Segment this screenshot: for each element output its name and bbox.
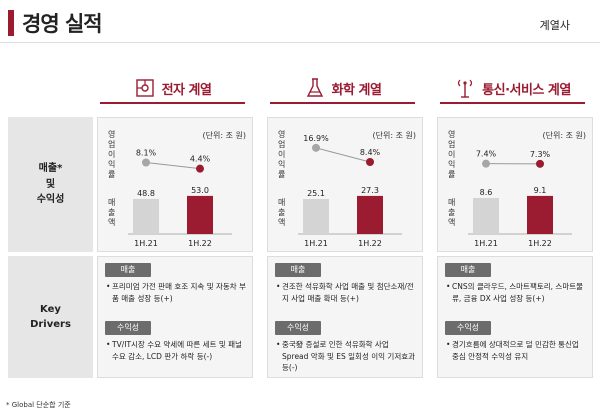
bar [303,198,329,234]
footnote: * Global 단순합 기준 [6,401,71,409]
profit-tag: 수익성 [275,321,321,335]
margin-value-label: 16.9% [303,134,329,143]
category-label: 1H.21 [134,239,158,248]
bar [473,197,499,234]
unit-label: (단위: 조 원) [202,131,246,140]
margin-axis-label: 영업이익률 [448,130,456,179]
segment-header-telecom: 통신·서비스 계열 [440,77,585,104]
margin-point [196,164,204,173]
profit-driver-text: 중국發 증설로 인한 석유화학 사업 Spread 악화 및 ES 일회성 이익… [276,339,416,374]
sales-driver-text: 프리미엄 가전 판매 호조 지속 및 자동차 부품 매출 성장 등(+) [106,281,246,304]
margin-value-label: 4.4% [190,155,211,164]
margin-axis-label: 영업이익률 [108,130,116,179]
chart-panel-chemical: 영업이익률 매출액 (단위: 조 원) 25.1 1H.21 27.3 1H.22 16… [267,117,423,252]
category-label: 1H.22 [528,239,552,248]
margin-line [145,162,201,170]
sales-driver-text: CNS의 클라우드, 스마트팩토리, 스마트물류, 금융 DX 사업 성장 등(… [446,281,586,304]
top-divider [0,42,600,43]
margin-point [312,143,320,152]
margin-value-label: 7.3% [530,150,551,159]
sales-driver-text: 견조한 석유화학 사업 매출 및 첨단소재/전지 사업 매출 확대 등(+) [276,281,416,304]
segment-underline [440,102,585,104]
margin-value-label: 7.4% [476,150,497,159]
bar [133,198,159,234]
margin-point [142,158,150,167]
sales-tag: 매출 [275,263,321,277]
segment-underline [100,102,245,104]
row-label-sales-text: 매출* 및 수익성 [36,163,65,206]
bar [187,195,213,234]
category-label: 1H.21 [474,239,498,248]
margin-value-label: 8.1% [136,149,157,158]
unit-label: (단위: 조 원) [372,131,416,140]
profit-tag: 수익성 [105,321,151,335]
category-label: 1H.22 [358,239,382,248]
bar-value-label: 48.8 [137,189,155,198]
row-label-sales: 매출* 및 수익성 [8,117,93,252]
antenna-icon [458,79,473,98]
margin-point [482,159,490,168]
category-label: 1H.22 [188,239,212,248]
electronics-icon [135,79,154,97]
bar [357,195,383,234]
drivers-panel-chemical: 매출 견조한 석유화학 사업 매출 및 첨단소재/전지 사업 매출 확대 등(+… [267,256,423,378]
chart-panel-electronics: 영업이익률 매출액 (단위: 조 원) 48.8 1H.21 53.0 1H.22 8.… [97,117,253,252]
segment-header-electronics: 전자 계열 [100,77,245,104]
bar-value-label: 9.1 [534,186,547,195]
margin-point [536,159,544,168]
margin-value-label: 8.4% [360,148,381,157]
title-accent-bar [8,10,14,36]
bar-value-label: 25.1 [307,189,325,198]
margin-axis-label: 영업이익률 [278,130,286,179]
unit-label: (단위: 조 원) [542,131,586,140]
bar-value-label: 8.6 [480,188,493,197]
sales-axis-label: 매출액 [448,198,456,227]
segment-underline [270,102,415,104]
bar-value-label: 27.3 [361,186,379,195]
margin-point [366,158,374,166]
chart-panel-telecom: 영업이익률 매출액 (단위: 조 원) 8.6 1H.21 9.1 1H.22 7.4%… [437,117,593,252]
row-label-drivers: Key Drivers [8,256,93,378]
profit-tag: 수익성 [445,321,491,335]
drivers-panel-electronics: 매출 프리미엄 가전 판매 호조 지속 및 자동차 부품 매출 성장 등(+) … [97,256,253,378]
segment-name: 화학 계열 [331,82,382,98]
profit-driver-text: TV/IT시장 수요 약세에 따른 세트 및 패널 수요 감소, LCD 판가 … [106,339,246,362]
category-label: 1H.21 [304,239,328,248]
chart-svg: 8.6 1H.21 9.1 1H.22 7.4% 7.3% [468,150,572,248]
sales-axis-label: 매출액 [108,198,116,227]
flask-icon [306,78,323,97]
bar [527,195,553,234]
bar-value-label: 53.0 [191,186,209,195]
sales-tag: 매출 [445,263,491,277]
segment-name: 전자 계열 [161,82,212,98]
segment-header-chemical: 화학 계열 [270,77,415,104]
chart-svg: 48.8 1H.21 53.0 1H.22 8.1% 4.4% [128,149,232,248]
row-label-drivers-text: Key Drivers [30,303,71,331]
affiliates-label: 계열사 [539,19,570,32]
page-title: 경영 실적 [22,12,103,36]
margin-line [315,147,371,163]
sales-tag: 매출 [105,263,151,277]
profit-driver-text: 경기흐름에 상대적으로 덜 민감한 통신업 중심 안정적 수익성 유지 [446,339,586,362]
segment-name: 통신·서비스 계열 [482,82,571,98]
sales-axis-label: 매출액 [278,198,286,227]
drivers-panel-telecom: 매출 CNS의 클라우드, 스마트팩토리, 스마트물류, 금융 DX 사업 성장… [437,256,593,378]
chart-svg: 25.1 1H.21 27.3 1H.22 16.9% 8.4% [298,134,402,248]
